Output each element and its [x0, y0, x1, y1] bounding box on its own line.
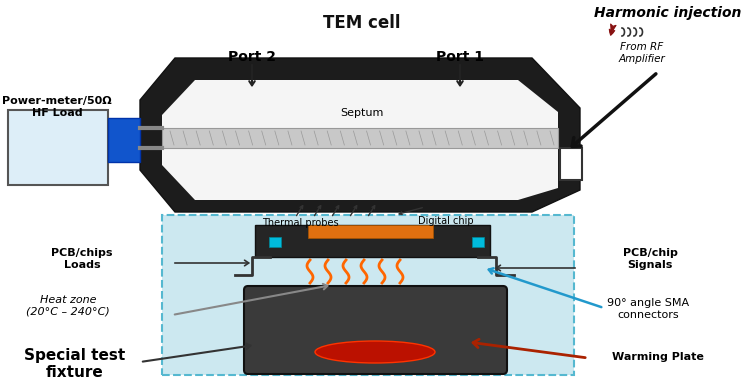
- Text: Thermal probes: Thermal probes: [262, 218, 338, 228]
- Text: Special test
fixture: Special test fixture: [25, 348, 126, 378]
- Polygon shape: [162, 80, 558, 200]
- Text: PCB/chip
Signals: PCB/chip Signals: [622, 248, 678, 270]
- FancyBboxPatch shape: [244, 286, 507, 374]
- Ellipse shape: [315, 341, 435, 363]
- Text: PCB/chips
Loads: PCB/chips Loads: [52, 248, 113, 270]
- Text: Digital chip: Digital chip: [418, 216, 473, 226]
- Bar: [8, 110, 108, 185]
- Bar: [162, 128, 558, 148]
- Bar: [560, 148, 582, 180]
- Text: Septum: Septum: [340, 108, 384, 118]
- Text: From RF
Amplifier: From RF Amplifier: [619, 42, 666, 64]
- Text: Heat zone
(20°C – 240°C): Heat zone (20°C – 240°C): [26, 295, 110, 317]
- Text: Power-meter/50Ω
HF Load: Power-meter/50Ω HF Load: [2, 96, 111, 118]
- Text: Port 1: Port 1: [436, 50, 484, 64]
- Polygon shape: [140, 58, 580, 212]
- Text: Harmonic injection: Harmonic injection: [595, 6, 742, 20]
- Text: TEM cell: TEM cell: [323, 14, 401, 32]
- Bar: [269, 237, 281, 247]
- Text: Port 2: Port 2: [228, 50, 276, 64]
- Bar: [472, 237, 484, 247]
- Bar: [162, 215, 574, 375]
- Bar: [255, 225, 490, 257]
- Text: 90° angle SMA
connectors: 90° angle SMA connectors: [607, 298, 689, 320]
- Text: Warming Plate: Warming Plate: [612, 352, 704, 362]
- Bar: [308, 225, 433, 238]
- Bar: [108, 118, 140, 162]
